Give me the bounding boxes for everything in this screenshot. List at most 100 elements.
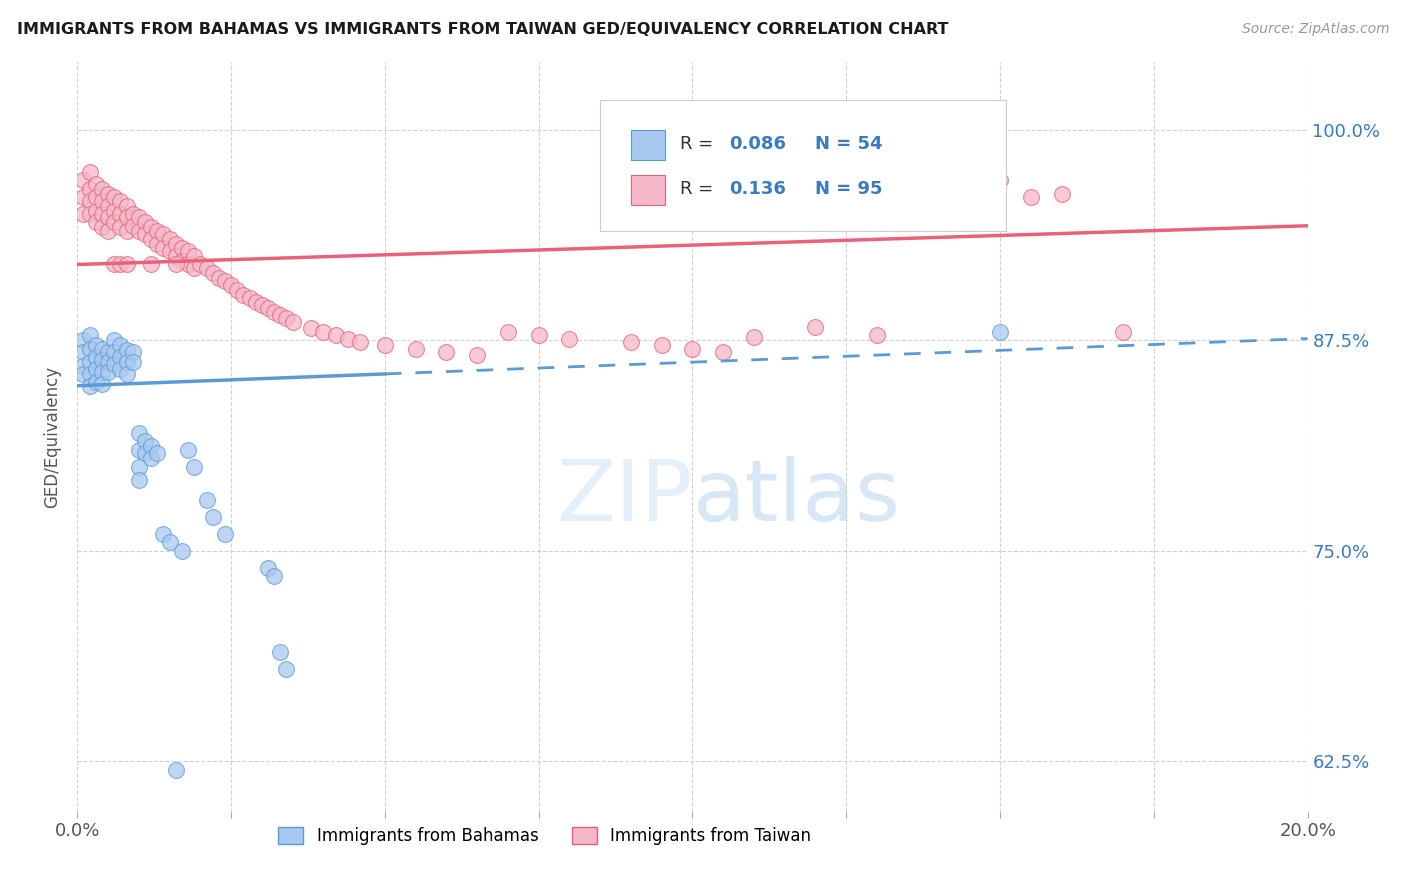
Point [804, 319, 827, 334]
Point [90, 365, 114, 379]
Point [115, 367, 138, 381]
Point [269, 645, 291, 659]
Point [214, 274, 236, 288]
Point [558, 332, 581, 346]
Point [465, 348, 488, 362]
Point [183, 260, 205, 275]
Point [103, 215, 125, 229]
Point [84, 350, 107, 364]
Text: atlas: atlas [693, 456, 900, 539]
Point [682, 342, 704, 356]
Point [103, 203, 125, 218]
Point [349, 334, 371, 349]
Point [988, 325, 1011, 339]
Point [134, 215, 156, 229]
Point [79, 342, 101, 356]
Point [257, 301, 280, 316]
Point [299, 321, 322, 335]
Point [1050, 186, 1073, 201]
Bar [631, 175, 665, 205]
Point [219, 277, 242, 292]
Point [115, 198, 138, 212]
Point [165, 237, 187, 252]
Text: R =: R = [681, 180, 718, 198]
Point [121, 207, 143, 221]
Point [84, 190, 107, 204]
Point [72, 190, 94, 204]
Point [866, 328, 889, 343]
Point [90, 220, 114, 235]
Point [79, 328, 101, 343]
Text: ZIP: ZIP [555, 456, 693, 539]
Point [214, 527, 236, 541]
Text: R =: R = [681, 135, 718, 153]
Point [195, 260, 218, 275]
Point [232, 287, 254, 301]
Point [84, 338, 107, 352]
Point [103, 190, 125, 204]
Text: N = 54: N = 54 [815, 135, 883, 153]
Text: N = 95: N = 95 [815, 180, 883, 198]
Point [97, 211, 120, 225]
Point [312, 325, 335, 339]
Point [90, 182, 114, 196]
Point [97, 345, 120, 359]
Point [121, 219, 143, 233]
Point [72, 367, 94, 381]
Point [134, 227, 156, 242]
Point [436, 345, 458, 359]
Point [110, 194, 132, 208]
Point [245, 294, 267, 309]
Legend: Immigrants from Bahamas, Immigrants from Taiwan: Immigrants from Bahamas, Immigrants from… [271, 821, 818, 852]
Point [170, 543, 193, 558]
Point [110, 350, 132, 364]
Point [97, 355, 120, 369]
Point [90, 194, 114, 208]
Point [170, 241, 193, 255]
Point [121, 355, 143, 369]
Point [141, 439, 163, 453]
Point [72, 333, 94, 347]
Point [276, 662, 298, 676]
Point [84, 177, 107, 191]
Point [103, 345, 125, 359]
Point [208, 271, 231, 285]
Point [79, 165, 101, 179]
Bar [631, 130, 665, 160]
Point [128, 459, 150, 474]
Point [711, 345, 734, 359]
Point [988, 173, 1011, 187]
Text: 0.086: 0.086 [730, 135, 786, 153]
Point [159, 244, 181, 258]
Point [527, 328, 550, 343]
Point [201, 266, 224, 280]
Point [134, 446, 156, 460]
Point [141, 232, 163, 246]
Point [146, 446, 169, 460]
Point [183, 459, 205, 474]
Point [115, 211, 138, 225]
Point [195, 493, 218, 508]
Point [152, 241, 174, 255]
Point [165, 763, 187, 777]
Point [141, 451, 163, 466]
Point [128, 211, 150, 225]
Point [146, 237, 169, 252]
Point [152, 527, 174, 541]
Text: IMMIGRANTS FROM BAHAMAS VS IMMIGRANTS FROM TAIWAN GED/EQUIVALENCY CORRELATION CH: IMMIGRANTS FROM BAHAMAS VS IMMIGRANTS FR… [17, 22, 949, 37]
Point [110, 258, 132, 272]
Point [159, 535, 181, 549]
Point [97, 365, 120, 379]
Point [620, 334, 643, 349]
Point [72, 345, 94, 359]
Point [72, 207, 94, 221]
Point [226, 283, 249, 297]
Point [84, 215, 107, 229]
Point [177, 244, 200, 258]
Point [141, 258, 163, 272]
Point [90, 353, 114, 368]
Y-axis label: GED/Equivalency: GED/Equivalency [44, 366, 62, 508]
Point [79, 367, 101, 381]
Point [90, 377, 114, 392]
Point [110, 362, 132, 376]
